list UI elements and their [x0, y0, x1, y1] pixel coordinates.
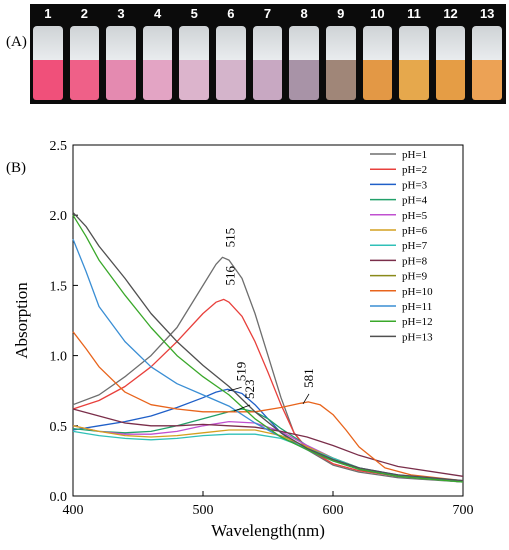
- vial-solution: [325, 60, 356, 100]
- vial-11: 11: [396, 4, 432, 104]
- peak-annotation: 516: [222, 265, 237, 285]
- vial-number: 7: [263, 6, 272, 21]
- vial-number: 8: [300, 6, 308, 21]
- vial-glass: [216, 26, 246, 60]
- series-line-ph-12: [72, 214, 464, 483]
- peak-annotation: 515: [222, 228, 237, 248]
- vial-6: 6: [213, 4, 249, 104]
- series-line-ph-7: [72, 430, 464, 483]
- vial-number: 11: [407, 6, 421, 21]
- vial-glass: [362, 26, 393, 60]
- x-tick-label: 700: [453, 503, 474, 518]
- plot-frame: [72, 144, 464, 497]
- legend-label: pH=12: [402, 316, 433, 328]
- x-tick-label: 600: [323, 503, 344, 518]
- vial-5: 5: [176, 4, 212, 104]
- y-axis-title: Absorption: [12, 282, 31, 359]
- vial-solution: [435, 60, 466, 100]
- vial-10: 10: [360, 4, 396, 104]
- y-tick-label: 0.5: [50, 420, 68, 435]
- legend-label: pH=4: [402, 195, 428, 207]
- vial-number: 10: [370, 6, 385, 21]
- vial-number: 1: [44, 6, 52, 21]
- vial-glass: [325, 26, 356, 60]
- vial-8: 8: [286, 4, 322, 104]
- vial-solution: [69, 60, 100, 100]
- series-line-ph-8: [72, 408, 464, 477]
- vial-number: 13: [479, 6, 495, 21]
- panel-b-label: (B): [6, 160, 26, 176]
- vial-solution: [289, 60, 319, 100]
- vial-number: 5: [190, 6, 198, 21]
- legend-label: pH=1: [402, 149, 427, 161]
- vial-solution: [33, 60, 63, 100]
- vial-glass: [435, 26, 466, 60]
- vial-glass: [179, 26, 210, 60]
- vial-glass: [142, 26, 173, 60]
- x-tick-label: 400: [63, 503, 84, 518]
- vial-solution: [216, 60, 246, 100]
- panel-a-label: (A): [6, 34, 27, 50]
- y-tick-label: 1.0: [50, 350, 68, 365]
- vial-2: 2: [67, 4, 103, 104]
- vial-solution: [179, 60, 210, 100]
- peak-annotation: 523: [242, 379, 257, 399]
- vial-number: 2: [80, 6, 89, 21]
- annotation-leader: [227, 386, 242, 392]
- annotation-leader: [302, 393, 310, 405]
- vial-glass: [399, 26, 429, 60]
- vial-solution: [106, 60, 136, 100]
- peak-annotation: 581: [301, 368, 316, 388]
- vial-solution: [252, 60, 283, 100]
- vial-4: 4: [140, 4, 176, 104]
- vial-1: 1: [30, 4, 66, 104]
- legend-label: pH=13: [402, 331, 433, 343]
- peak-annotation: 519: [234, 362, 249, 382]
- y-tick-label: 1.5: [50, 279, 68, 294]
- legend-label: pH=3: [402, 179, 428, 191]
- y-tick-label: 2.0: [50, 209, 68, 224]
- vial-9: 9: [323, 4, 359, 104]
- x-tick-label: 500: [193, 503, 214, 518]
- series-line-ph-1: [72, 256, 464, 483]
- legend-label: pH=6: [402, 225, 428, 237]
- vial-solution: [362, 60, 393, 100]
- legend-label: pH=8: [402, 255, 428, 267]
- vial-glass: [289, 26, 319, 60]
- legend-label: pH=5: [402, 210, 428, 222]
- vial-13: 13: [469, 4, 505, 104]
- vial-number: 12: [443, 6, 458, 21]
- legend-label: pH=11: [402, 301, 432, 313]
- vial-solution: [472, 60, 502, 100]
- vial-glass: [69, 26, 100, 60]
- legend-label: pH=9: [402, 271, 428, 283]
- vial-12: 12: [433, 4, 469, 104]
- vial-number: 9: [337, 6, 345, 21]
- vial-number: 4: [154, 6, 162, 21]
- series-line-ph-13: [72, 211, 464, 482]
- vial-glass: [106, 26, 136, 60]
- legend-label: pH=2: [402, 164, 427, 176]
- y-tick-label: 0.0: [50, 490, 68, 505]
- series-line-ph-10: [72, 331, 464, 482]
- vial-number: 3: [117, 6, 125, 21]
- vial-3: 3: [103, 4, 139, 104]
- annotation-leader: [233, 404, 251, 412]
- y-tick-label: 2.5: [50, 139, 68, 154]
- vial-7: 7: [250, 4, 286, 104]
- legend-label: pH=10: [402, 286, 433, 298]
- vial-solution: [142, 60, 173, 100]
- x-axis-title: Wavelength(nm): [211, 521, 325, 540]
- legend-label: pH=7: [402, 240, 428, 252]
- absorption-chart: 400 500 600 700 0.0 0.5 1.0 1.5 2.0 2.5 Wavelength…: [12, 139, 474, 540]
- vial-glass: [33, 26, 63, 60]
- vial-photo: 1 2 3 4 5 6 7 8 9 10 11 12 13: [30, 4, 506, 104]
- vial-glass: [252, 26, 283, 60]
- vial-glass: [472, 26, 502, 60]
- vial-solution: [399, 60, 429, 100]
- vial-number: 6: [227, 6, 235, 21]
